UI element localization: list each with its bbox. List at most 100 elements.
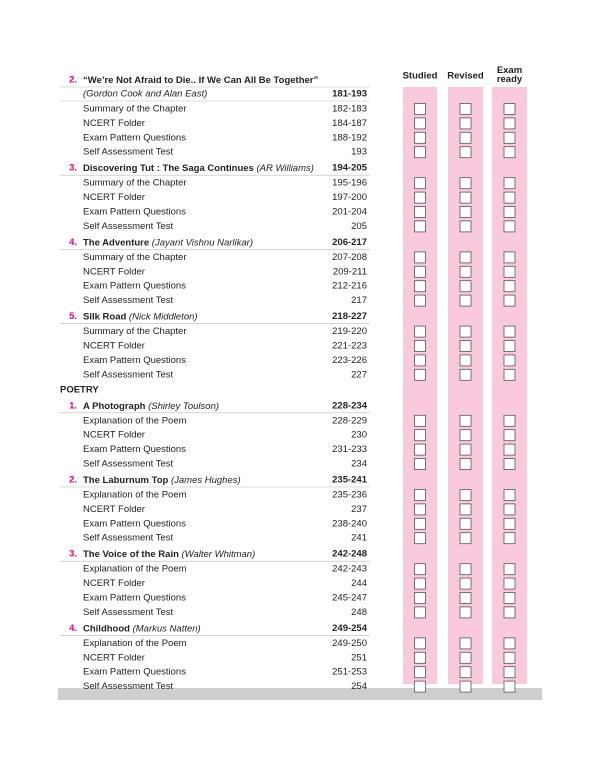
checkbox	[414, 458, 426, 470]
item-pages: 249-250	[332, 638, 367, 649]
entry-pages: 218-227	[332, 311, 367, 322]
checkbox	[459, 429, 472, 442]
checkbox	[503, 680, 516, 693]
item-pages: 221-223	[332, 341, 367, 352]
item-pages: 193	[351, 147, 367, 158]
item-pages: 248	[351, 607, 367, 618]
checkbox	[459, 131, 472, 144]
item-pages: 235-236	[332, 490, 367, 501]
item-pages: 201-204	[332, 207, 367, 218]
checkbox	[459, 146, 472, 159]
checkbox	[414, 265, 426, 278]
checkbox	[503, 429, 516, 442]
item-label: Self Assessment Test	[83, 147, 173, 158]
author: (Markus Natten)	[130, 623, 201, 634]
checkbox	[459, 651, 472, 664]
item-pages: 223-226	[332, 355, 367, 366]
entry-title: The Adventure (Jayant Vishnu Narlikar)	[83, 237, 253, 248]
entry-number: 5.	[69, 311, 77, 322]
entry-pages: 228-234	[332, 400, 368, 411]
item-label: Summary of the Chapter	[83, 326, 187, 337]
item-label: NCERT Folder	[83, 504, 145, 515]
item-label: NCERT Folder	[83, 341, 145, 352]
entry-number: 1.	[69, 400, 77, 411]
checkbox	[503, 177, 516, 190]
checkbox	[414, 489, 426, 501]
checkbox	[459, 503, 472, 516]
item-label: Exam Pattern Questions	[83, 207, 186, 218]
item-pages: 251-253	[332, 667, 367, 678]
checkbox	[503, 563, 516, 576]
checkbox	[503, 325, 516, 338]
item-label: NCERT Folder	[83, 430, 145, 441]
item-pages: 217	[351, 295, 367, 306]
checkbox	[459, 191, 472, 204]
checkbox	[459, 443, 472, 456]
checkbox	[503, 220, 516, 233]
checkbox	[503, 191, 516, 204]
checkbox	[414, 651, 426, 664]
item-pages: 209-211	[333, 266, 367, 277]
checkbox	[414, 103, 426, 115]
title: Childhood	[83, 623, 130, 634]
item-pages: 237	[351, 504, 367, 515]
checkbox	[459, 637, 472, 650]
checkbox	[414, 563, 426, 576]
checkbox	[459, 354, 472, 367]
item-label: NCERT Folder	[83, 578, 145, 589]
checkbox	[459, 220, 472, 233]
checkbox	[503, 637, 516, 650]
checkbox	[459, 517, 472, 530]
checkbox	[414, 517, 426, 530]
item-pages: 219-220	[332, 326, 367, 337]
title: The Adventure	[83, 237, 149, 248]
checkbox	[414, 443, 426, 456]
checkbox	[503, 103, 516, 115]
item-pages: 182-183	[332, 104, 367, 115]
checkbox	[459, 103, 472, 115]
item-label: Explanation of the Poem	[83, 564, 187, 575]
checkbox	[414, 606, 426, 619]
entry-pages: 249-254	[332, 623, 368, 634]
item-label: Self Assessment Test	[83, 221, 173, 232]
checkbox	[414, 503, 426, 516]
checkbox	[414, 146, 426, 159]
item-pages: 212-216	[332, 281, 367, 292]
checkbox	[414, 666, 426, 679]
item-label: NCERT Folder	[83, 652, 145, 663]
checkbox	[414, 414, 426, 427]
item-label: Exam Pattern Questions	[83, 281, 186, 292]
item-label: NCERT Folder	[83, 118, 145, 129]
checkbox	[459, 280, 472, 293]
title: “We’re Not Afraid to Die.. If We Can All…	[83, 75, 318, 86]
checkbox	[503, 592, 516, 604]
entry-pages: 235-241	[332, 475, 368, 486]
checkbox	[503, 532, 516, 545]
checkbox	[459, 592, 472, 604]
checkbox	[503, 146, 516, 159]
checkbox	[459, 458, 472, 470]
item-pages: 242-243	[332, 564, 367, 575]
item-pages: 231-233	[332, 444, 367, 455]
item-label: Explanation of the Poem	[83, 638, 187, 649]
item-label: Summary of the Chapter	[83, 252, 187, 263]
checkbox	[503, 251, 516, 264]
author: (James Hughes)	[168, 475, 240, 486]
checkbox	[459, 325, 472, 338]
item-pages: 228-229	[332, 415, 367, 426]
entry-pages: 206-217	[332, 237, 367, 248]
column-header: Studied	[403, 71, 438, 82]
checkbox	[503, 206, 516, 218]
author: (AR Williams)	[254, 163, 314, 174]
item-label: Explanation of the Poem	[83, 415, 187, 426]
checkbox	[503, 651, 516, 664]
checkbox	[414, 592, 426, 604]
checkbox	[414, 325, 426, 338]
item-label: Self Assessment Test	[83, 681, 173, 692]
checkbox	[503, 354, 516, 367]
item-label: Exam Pattern Questions	[83, 444, 186, 455]
entry-title: The Voice of the Rain (Walter Whitman)	[83, 549, 255, 560]
item-label: Self Assessment Test	[83, 533, 173, 544]
checkbox	[503, 368, 516, 381]
entry-number: 4.	[69, 623, 77, 634]
